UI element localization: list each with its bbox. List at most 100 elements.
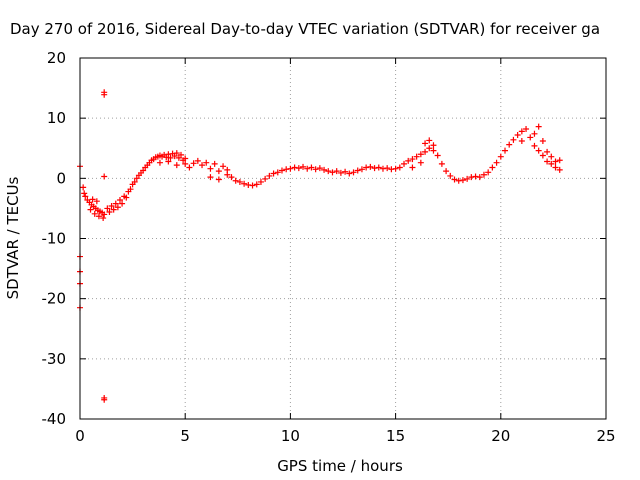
- data-point: [80, 184, 87, 191]
- data-point: [443, 168, 450, 175]
- data-point: [163, 154, 170, 161]
- data-point: [123, 194, 130, 201]
- data-point: [321, 166, 328, 173]
- data-point: [480, 171, 487, 178]
- data-point: [182, 155, 189, 162]
- data-point: [384, 165, 391, 172]
- data-point: [464, 175, 471, 182]
- data-point: [91, 210, 98, 217]
- data-point: [539, 152, 546, 159]
- data-point: [175, 154, 182, 161]
- data-point: [510, 136, 517, 143]
- data-point: [112, 200, 119, 207]
- data-point: [116, 196, 123, 203]
- data-point: [367, 163, 374, 170]
- data-point: [556, 157, 563, 164]
- data-point: [266, 172, 273, 179]
- data-point: [93, 198, 100, 205]
- data-point: [405, 157, 412, 164]
- data-point: [350, 169, 357, 176]
- data-points: [77, 89, 563, 403]
- data-point: [544, 158, 551, 165]
- x-tick-label: 25: [596, 427, 615, 445]
- data-point: [156, 159, 163, 166]
- data-point: [304, 165, 311, 172]
- data-point: [262, 175, 269, 182]
- y-tick-label: -10: [42, 230, 67, 248]
- data-point: [518, 138, 525, 145]
- data-point: [106, 209, 113, 216]
- data-point: [468, 174, 475, 181]
- data-point: [194, 157, 201, 164]
- data-point: [346, 170, 353, 177]
- data-point: [358, 166, 365, 173]
- data-point: [82, 193, 89, 200]
- data-point: [300, 163, 307, 170]
- data-point: [325, 168, 332, 175]
- grid-lines: [80, 58, 606, 419]
- data-point: [422, 140, 429, 147]
- x-tick-label: 20: [491, 427, 510, 445]
- data-point: [190, 160, 197, 167]
- data-point: [426, 137, 433, 144]
- data-point: [552, 164, 559, 171]
- y-tick-label: 0: [56, 169, 66, 187]
- data-point: [133, 175, 140, 182]
- data-point: [371, 165, 378, 172]
- data-point: [447, 172, 454, 179]
- data-point: [502, 147, 509, 154]
- data-point: [472, 173, 479, 180]
- data-point: [182, 160, 189, 167]
- data-point: [241, 180, 248, 187]
- data-point: [101, 396, 108, 403]
- data-point: [548, 153, 555, 160]
- data-point: [506, 141, 513, 148]
- data-point: [165, 158, 172, 165]
- axis-ticks: 0 5 10 15 20 25 20 10 0 -10 -20 -30 -40: [42, 49, 616, 445]
- data-point: [89, 196, 96, 203]
- data-point: [215, 176, 222, 183]
- data-point: [426, 145, 433, 152]
- data-point: [430, 147, 437, 154]
- data-point: [211, 160, 218, 167]
- data-point: [354, 167, 361, 174]
- data-point: [228, 174, 235, 181]
- data-point: [422, 148, 429, 155]
- data-point: [342, 168, 349, 175]
- data-point: [531, 130, 538, 137]
- data-point: [514, 132, 521, 139]
- data-point: [87, 206, 94, 213]
- data-point: [232, 177, 239, 184]
- data-point: [539, 138, 546, 145]
- plot-area-border: [79, 57, 607, 420]
- data-point: [140, 167, 147, 174]
- data-point: [308, 164, 315, 171]
- data-point: [430, 142, 437, 149]
- data-point: [455, 177, 462, 184]
- data-point: [199, 162, 206, 169]
- data-point: [236, 178, 243, 185]
- data-point: [131, 178, 138, 185]
- data-point: [409, 164, 416, 171]
- data-point: [548, 160, 555, 167]
- data-point: [287, 165, 294, 172]
- data-point: [523, 125, 530, 132]
- data-point: [101, 173, 108, 180]
- y-tick-label: -40: [42, 410, 67, 428]
- data-point: [493, 159, 500, 166]
- data-point: [108, 203, 115, 210]
- data-point: [220, 163, 227, 170]
- data-point: [333, 168, 340, 175]
- data-point: [278, 167, 285, 174]
- data-point: [401, 160, 408, 167]
- data-point: [207, 174, 214, 181]
- data-point: [417, 159, 424, 166]
- x-tick-label: 0: [75, 427, 85, 445]
- x-tick-label: 5: [180, 427, 190, 445]
- chart-title: Day 270 of 2016, Sidereal Day-to-day VTE…: [10, 20, 600, 38]
- x-axis-label: GPS time / hours: [277, 457, 403, 475]
- data-point: [245, 181, 252, 188]
- data-point: [434, 152, 441, 159]
- data-point: [173, 162, 180, 169]
